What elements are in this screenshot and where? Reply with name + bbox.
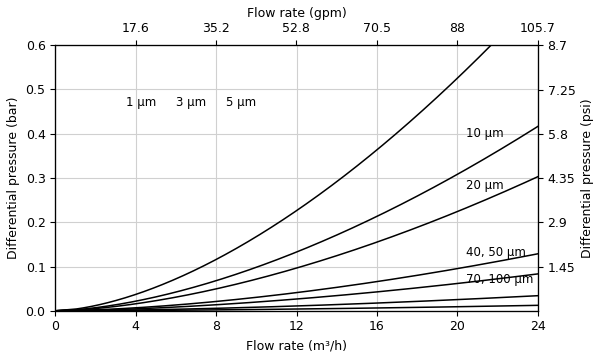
Text: 20 μm: 20 μm bbox=[466, 179, 503, 192]
Text: 3 μm: 3 μm bbox=[176, 97, 206, 109]
Text: 5 μm: 5 μm bbox=[226, 97, 256, 109]
Y-axis label: Differential pressure (bar): Differential pressure (bar) bbox=[7, 97, 20, 259]
X-axis label: Flow rate (gpm): Flow rate (gpm) bbox=[246, 7, 346, 20]
Text: 70, 100 μm: 70, 100 μm bbox=[466, 274, 533, 286]
Text: 10 μm: 10 μm bbox=[466, 127, 503, 140]
X-axis label: Flow rate (m³/h): Flow rate (m³/h) bbox=[246, 339, 347, 352]
Text: 1 μm: 1 μm bbox=[126, 97, 156, 109]
Y-axis label: Differential pressure (psi): Differential pressure (psi) bbox=[581, 98, 594, 258]
Text: 40, 50 μm: 40, 50 μm bbox=[466, 246, 525, 258]
